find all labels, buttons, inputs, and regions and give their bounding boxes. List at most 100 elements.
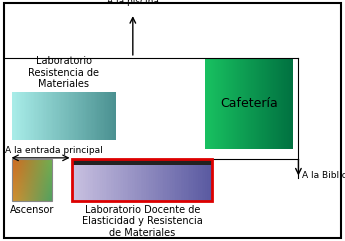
Bar	[51, 171, 52, 172]
Bar	[35, 171, 36, 172]
Bar	[39, 170, 40, 171]
Bar	[19, 193, 20, 194]
Bar	[48, 171, 49, 172]
Bar	[49, 191, 50, 192]
Bar	[72, 159, 212, 201]
Bar	[43, 178, 44, 179]
Bar	[46, 161, 47, 162]
Bar	[27, 192, 28, 193]
Bar	[29, 188, 30, 190]
Bar	[15, 197, 16, 198]
Bar	[14, 181, 15, 182]
Bar	[48, 159, 49, 160]
Bar	[28, 194, 29, 195]
Bar	[51, 198, 52, 199]
Bar	[27, 162, 28, 163]
Bar	[24, 191, 25, 192]
Bar	[23, 174, 24, 175]
Bar	[12, 162, 13, 163]
Bar	[27, 168, 28, 170]
Bar	[13, 188, 14, 190]
Bar	[41, 173, 42, 174]
Bar	[30, 171, 31, 172]
Text: A la entrada principal: A la entrada principal	[6, 147, 103, 155]
Bar	[31, 164, 32, 165]
Bar	[20, 177, 21, 178]
Bar	[13, 165, 14, 167]
Bar	[42, 180, 43, 181]
Bar	[24, 188, 25, 190]
Bar	[23, 199, 24, 200]
Bar	[35, 159, 36, 160]
Bar	[97, 165, 99, 201]
Bar	[62, 92, 64, 140]
Bar	[20, 167, 21, 168]
Bar	[51, 179, 52, 180]
Bar	[15, 196, 16, 197]
Bar	[27, 159, 28, 160]
Bar	[36, 192, 37, 193]
Bar	[45, 188, 46, 190]
Bar	[195, 165, 196, 201]
Bar	[30, 174, 31, 175]
Bar	[41, 184, 42, 185]
Bar	[33, 176, 34, 177]
Bar	[18, 177, 19, 178]
Bar	[46, 193, 47, 194]
Bar	[34, 175, 35, 176]
Bar	[46, 173, 47, 174]
Bar	[31, 185, 32, 187]
Bar	[48, 182, 49, 183]
Bar	[47, 184, 48, 185]
Bar	[153, 165, 155, 201]
Bar	[33, 159, 34, 160]
Bar	[19, 173, 20, 174]
Bar	[86, 165, 88, 201]
Bar	[18, 172, 19, 173]
Bar	[46, 195, 47, 196]
Bar	[19, 191, 20, 192]
Bar	[39, 187, 40, 188]
Bar	[17, 161, 18, 162]
Bar	[48, 184, 49, 185]
Bar	[49, 167, 50, 168]
Bar	[32, 197, 33, 198]
Bar	[28, 175, 29, 176]
Bar	[21, 172, 22, 173]
Bar	[19, 165, 20, 167]
Bar	[36, 161, 37, 162]
Bar	[22, 177, 23, 178]
Bar	[16, 179, 17, 180]
Bar	[30, 182, 31, 183]
Bar	[112, 165, 115, 201]
Bar	[13, 172, 14, 173]
Bar	[25, 171, 26, 172]
Bar	[35, 167, 36, 168]
Bar	[35, 178, 36, 179]
Bar	[23, 187, 24, 188]
Bar	[26, 180, 27, 181]
Bar	[28, 185, 29, 187]
Bar	[26, 171, 27, 172]
Bar	[28, 181, 29, 182]
Bar	[202, 165, 204, 201]
Bar	[35, 172, 36, 173]
Bar	[50, 182, 51, 183]
Bar	[33, 163, 34, 164]
Bar	[33, 187, 34, 188]
Bar	[26, 195, 27, 196]
Bar	[42, 193, 43, 194]
Bar	[15, 182, 16, 183]
Bar	[30, 198, 31, 199]
Bar	[13, 195, 14, 196]
Bar	[22, 167, 23, 168]
Bar	[12, 164, 13, 165]
Bar	[18, 180, 19, 181]
Bar	[44, 191, 45, 192]
Bar	[37, 171, 38, 172]
Bar	[30, 92, 31, 140]
Bar	[18, 165, 19, 167]
Bar	[46, 192, 47, 193]
Bar	[51, 163, 52, 164]
Bar	[12, 194, 13, 195]
